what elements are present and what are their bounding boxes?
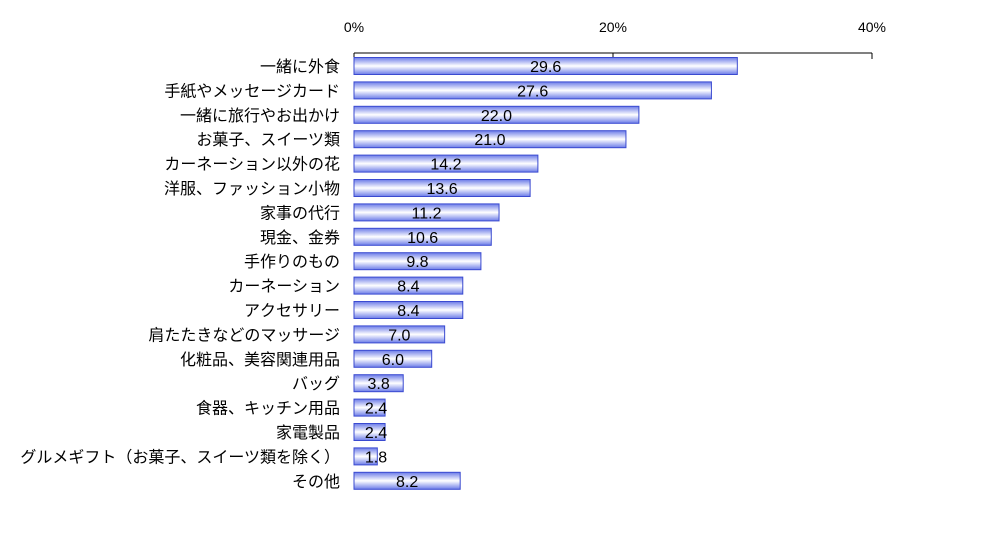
category-label: カーネーション bbox=[228, 278, 340, 296]
bar bbox=[353, 154, 539, 173]
category-label: 家電製品 bbox=[276, 424, 340, 442]
category-label: カーネーション以外の花 bbox=[164, 156, 340, 174]
bar bbox=[353, 57, 738, 75]
bar-row: アクセサリー 8.4 bbox=[244, 301, 464, 320]
value-label: 2.4 bbox=[365, 401, 387, 418]
category-label: その他 bbox=[292, 473, 340, 491]
bar-row: 家電製品 2.4 bbox=[276, 423, 387, 442]
bar-row: バッグ 3.8 bbox=[292, 374, 404, 393]
bar-row: 化粧品、美容関連用品 6.0 bbox=[180, 349, 433, 369]
category-label: 一緒に外食 bbox=[260, 58, 340, 76]
bar bbox=[353, 81, 712, 100]
bar bbox=[353, 276, 464, 295]
bar-row: お菓子、スイーツ類 21.0 bbox=[196, 130, 627, 149]
bar bbox=[353, 325, 446, 344]
value-label: 27.6 bbox=[517, 83, 548, 100]
bar-row: その他 8.2 bbox=[292, 471, 461, 491]
bar-row: 家事の代行 11.2 bbox=[260, 203, 500, 222]
bar bbox=[353, 227, 492, 246]
value-label: 14.2 bbox=[430, 157, 461, 174]
category-label: 肩たたきなどのマッサージ bbox=[148, 326, 340, 344]
value-label: 10.6 bbox=[407, 230, 438, 247]
x-tick-label: 40% bbox=[858, 19, 886, 35]
value-label: 3.8 bbox=[367, 376, 389, 393]
category-label: お菓子、スイーツ類 bbox=[196, 131, 340, 149]
bar-row: 肩たたきなどのマッサージ 7.0 bbox=[148, 325, 446, 344]
bar bbox=[353, 252, 482, 271]
value-label: 6.0 bbox=[382, 352, 404, 369]
bar bbox=[353, 423, 386, 441]
bar bbox=[353, 447, 378, 466]
value-label: 8.2 bbox=[396, 474, 418, 491]
category-label: 一緒に旅行やお出かけ bbox=[180, 107, 340, 125]
category-label: 手紙やメッセージカード bbox=[164, 82, 340, 100]
value-label: 29.6 bbox=[530, 59, 561, 76]
x-axis: 0% 20% 40% bbox=[344, 19, 886, 59]
category-label: バッグ bbox=[292, 375, 340, 393]
bar bbox=[353, 179, 531, 197]
bar-row: 現金、金券 10.6 bbox=[260, 227, 492, 247]
bar bbox=[353, 398, 386, 417]
bar bbox=[353, 349, 433, 368]
category-label: 洋服、ファッション小物 bbox=[164, 180, 340, 198]
bar bbox=[353, 374, 404, 393]
value-label: 1.8 bbox=[365, 449, 387, 466]
value-label: 9.8 bbox=[406, 254, 428, 271]
bar bbox=[353, 471, 461, 490]
bar-row: カーネーション 8.4 bbox=[228, 276, 464, 296]
bar-row: 食器、キッチン用品 2.4 bbox=[196, 398, 387, 418]
value-label: 22.0 bbox=[481, 108, 512, 125]
category-label: 食器、キッチン用品 bbox=[196, 400, 340, 418]
value-label: 13.6 bbox=[426, 181, 457, 198]
x-tick-label: 0% bbox=[344, 19, 364, 35]
bars: 一緒に外食 29.6 手紙やメッセージカード 27.6 一緒に旅行やお出かけ 22.0 お菓… bbox=[20, 57, 738, 491]
x-tick-label: 20% bbox=[599, 19, 627, 35]
value-label: 21.0 bbox=[474, 132, 505, 149]
bar bbox=[353, 130, 627, 149]
category-label: 手作りのもの bbox=[244, 253, 340, 271]
category-label: アクセサリー bbox=[244, 302, 340, 320]
value-label: 8.4 bbox=[397, 303, 419, 320]
bar-row: 手作りのもの 9.8 bbox=[244, 252, 482, 271]
bar-row: 一緒に外食 29.6 bbox=[260, 57, 738, 76]
value-label: 7.0 bbox=[388, 327, 410, 344]
category-label: グルメギフト（お菓子、スイーツ類を除く） bbox=[20, 448, 340, 466]
bar-row: グルメギフト（お菓子、スイーツ類を除く） 1.8 bbox=[20, 447, 387, 466]
value-label: 8.4 bbox=[397, 279, 419, 296]
bar-row: 一緒に旅行やお出かけ 22.0 bbox=[180, 105, 640, 125]
bar bbox=[353, 301, 464, 319]
bar bbox=[353, 203, 500, 222]
value-label: 2.4 bbox=[365, 425, 387, 442]
category-label: 化粧品、美容関連用品 bbox=[180, 351, 340, 369]
bar bbox=[353, 105, 640, 124]
value-label: 11.2 bbox=[412, 205, 442, 222]
bar-row: 手紙やメッセージカード 27.6 bbox=[164, 81, 712, 100]
bar-row: カーネーション以外の花 14.2 bbox=[164, 154, 539, 174]
category-label: 現金、金券 bbox=[260, 229, 340, 247]
bar-row: 洋服、ファッション小物 13.6 bbox=[164, 179, 531, 198]
category-label: 家事の代行 bbox=[260, 204, 340, 222]
